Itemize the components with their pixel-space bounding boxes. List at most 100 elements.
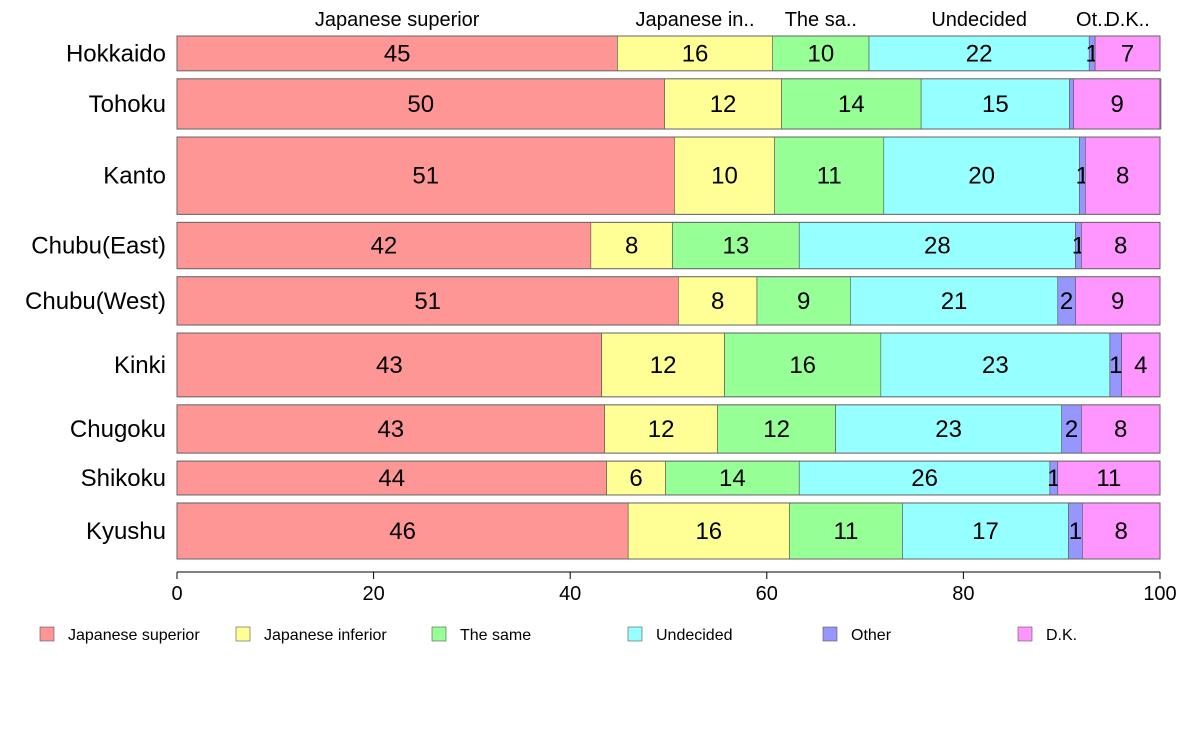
segment-kanto-japanese-superior [176,136,675,215]
segment-chugoku-japanese-superior [176,404,605,454]
segment-kinki-d-k [1121,332,1161,398]
segment-label-kinki-d-k: 4 [1134,352,1147,379]
segment-label-chubu-east-d-k: 8 [1114,233,1127,260]
segment-kyushu-the-same [789,502,903,560]
row-outline-chubu-east [176,221,1161,270]
legend-label-the-same: The same [460,627,531,644]
row-label-tohoku: Tohoku [89,91,166,118]
legend-swatch-the-same [431,626,447,642]
row-outline-shikoku [176,460,1161,496]
segment-chubu-east-the-same [672,222,800,270]
segment-chubu-west-the-same [756,276,851,326]
segment-label-shikoku-undecided: 26 [911,465,938,492]
column-header-4: Undecided [931,9,1027,31]
segment-kinki-japanese-inferior [601,332,725,398]
column-header-5: Ot.. [1076,9,1108,31]
segment-label-kinki-other: 1 [1109,352,1122,379]
segment-chubu-west-japanese-inferior [678,276,758,326]
segment-chubu-east-japanese-superior [176,222,592,270]
segment-label-chugoku-japanese-superior: 43 [377,416,404,443]
segment-chugoku-d-k [1081,404,1161,454]
x-tick-label-60: 60 [756,583,778,605]
segment-kanto-d-k [1084,136,1161,215]
legend-swatch-undecided [627,626,643,642]
segment-chubu-west-japanese-superior [176,276,679,326]
segment-label-chubu-west-d-k: 9 [1111,288,1124,315]
segment-label-chubu-east-the-same: 13 [722,233,749,260]
segment-kyushu-d-k [1082,502,1161,560]
segment-label-tohoku-undecided: 15 [982,91,1009,118]
segment-kanto-undecided [883,136,1080,215]
segment-label-shikoku-japanese-superior: 44 [378,465,405,492]
row-label-hokkaido: Hokkaido [66,40,166,67]
segment-label-hokkaido-japanese-superior: 45 [384,40,411,67]
legend-label-d-k: D.K. [1046,627,1077,644]
x-tick-label-80: 80 [952,583,974,605]
segment-shikoku-the-same [665,460,800,496]
segment-label-tohoku-the-same: 14 [838,91,865,118]
column-header-2: Japanese in.. [636,9,755,31]
x-tick-label-20: 20 [362,583,384,605]
row-outline-hokkaido [176,35,1161,72]
segment-label-shikoku-the-same: 14 [719,465,746,492]
segment-label-kanto-japanese-inferior: 10 [711,163,738,190]
row-label-shikoku: Shikoku [81,465,166,492]
segment-label-shikoku-japanese-inferior: 6 [629,465,642,492]
row-label-kinki: Kinki [114,352,166,379]
row-label-chubu-west: Chubu(West) [25,288,166,315]
column-header-3: The sa.. [785,9,857,31]
legend-label-japanese-inferior: Japanese inferior [264,627,387,644]
segment-tohoku-japanese-inferior [664,78,782,130]
legend-swatch-d-k [1017,626,1033,642]
row-outline-tohoku [176,78,1161,130]
legend-swatch-other [822,626,838,642]
segment-label-tohoku-japanese-inferior: 12 [710,91,737,118]
segment-label-chubu-west-japanese-superior: 51 [414,288,441,315]
column-header-6: D.K.. [1105,9,1149,31]
legend-label-japanese-superior: Japanese superior [68,627,200,644]
legend-label-other: Other [851,627,892,644]
segment-kyushu-japanese-superior [176,502,629,560]
segment-label-kanto-japanese-superior: 51 [412,163,439,190]
segment-kanto-japanese-inferior [674,136,775,215]
legend-label-undecided: Undecided [656,627,733,644]
segment-label-kanto-the-same: 11 [817,163,842,190]
x-tick-label-100: 100 [1143,583,1176,605]
segment-label-chugoku-other: 2 [1065,416,1078,443]
segment-tohoku-undecided [920,78,1070,130]
segment-tohoku-d-k [1073,78,1162,130]
segment-label-hokkaido-undecided: 22 [966,40,993,67]
segment-kyushu-undecided [902,502,1069,560]
segment-label-kanto-d-k: 8 [1116,163,1129,190]
x-tick-label-40: 40 [559,583,581,605]
segment-label-tohoku-d-k: 9 [1111,91,1124,118]
segment-hokkaido-undecided [868,35,1090,72]
legend-swatch-japanese-inferior [235,626,251,642]
segment-chugoku-japanese-inferior [604,404,718,454]
segment-shikoku-d-k [1057,460,1161,496]
segment-label-tohoku-japanese-superior: 50 [407,91,434,118]
segment-hokkaido-japanese-inferior [617,35,773,72]
segment-label-chugoku-d-k: 8 [1114,416,1127,443]
column-header-1: Japanese superior [315,9,480,31]
segment-label-shikoku-d-k: 11 [1096,465,1121,492]
row-outline-kinki [176,332,1161,398]
row-outline-chugoku [176,404,1161,454]
segment-chubu-east-undecided [798,222,1076,270]
segment-label-kyushu-d-k: 8 [1114,518,1127,545]
segment-label-kinki-japanese-inferior: 12 [650,352,677,379]
segment-label-hokkaido-the-same: 10 [808,40,835,67]
row-outline-kanto [176,136,1161,215]
segment-label-kyushu-japanese-superior: 46 [389,518,416,545]
legend-swatch-japanese-superior [39,626,55,642]
segment-label-hokkaido-japanese-inferior: 16 [682,40,709,67]
segment-label-kinki-undecided: 23 [982,352,1009,379]
segment-kinki-undecided [880,332,1111,398]
row-outline-kyushu [176,502,1161,560]
segment-label-kyushu-undecided: 17 [972,518,999,545]
segment-chubu-west-d-k [1075,276,1161,326]
segment-label-chugoku-japanese-inferior: 12 [648,416,675,443]
segment-label-chubu-west-other: 2 [1060,288,1073,315]
segment-label-chubu-west-the-same: 9 [797,288,810,315]
